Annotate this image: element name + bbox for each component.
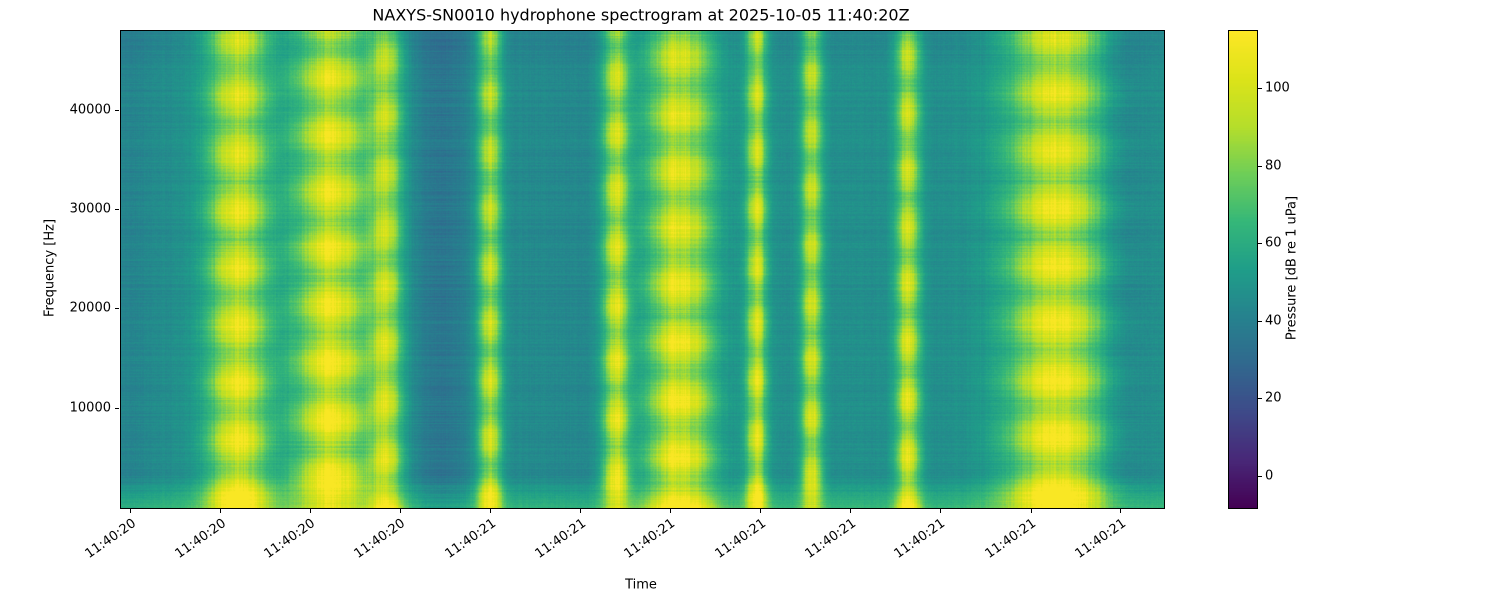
x-tick-label: 11:40:21 <box>982 516 1040 562</box>
y-tick-mark <box>115 308 119 310</box>
colorbar-tick-label: 60 <box>1265 235 1282 251</box>
colorbar-tick-mark <box>1258 88 1262 90</box>
x-tick-label: 11:40:21 <box>1072 516 1129 562</box>
x-tick-label: 11:40:20 <box>261 516 319 562</box>
y-tick-label: 20000 <box>69 300 111 316</box>
x-tick-mark <box>1120 509 1122 513</box>
x-tick-label: 11:40:21 <box>621 516 679 562</box>
x-tick-mark <box>130 509 132 513</box>
x-tick-label: 11:40:21 <box>442 516 499 562</box>
colorbar-tick-label: 20 <box>1265 390 1282 406</box>
x-tick-label: 11:40:21 <box>532 516 589 562</box>
x-tick-label: 11:40:21 <box>712 516 769 562</box>
x-tick-mark <box>490 509 492 513</box>
x-tick-label: 11:40:21 <box>802 516 859 562</box>
colorbar-tick-label: 40 <box>1265 313 1282 329</box>
y-tick-label: 40000 <box>69 102 111 117</box>
spectrogram-heatmap <box>120 30 1165 509</box>
x-tick-label: 11:40:21 <box>891 516 949 562</box>
y-tick-mark <box>115 208 119 210</box>
x-tick-mark <box>579 509 581 513</box>
x-axis-label: Time <box>625 577 657 593</box>
y-tick-label: 30000 <box>69 201 111 217</box>
x-tick-label: 11:40:20 <box>351 516 409 562</box>
y-tick-mark <box>115 407 119 409</box>
x-tick-mark <box>309 509 311 513</box>
colorbar-tick-mark <box>1258 243 1262 245</box>
x-tick-mark <box>220 509 222 513</box>
x-tick-mark <box>669 509 671 513</box>
x-tick-mark <box>760 509 762 513</box>
x-tick-label: 11:40:20 <box>172 516 229 562</box>
colorbar-tick-label: 100 <box>1265 80 1290 96</box>
chart-title: NAXYS-SN0010 hydrophone spectrogram at 2… <box>372 5 910 25</box>
colorbar-tick-mark <box>1258 320 1262 322</box>
x-tick-mark <box>399 509 401 513</box>
colorbar-tick-mark <box>1258 398 1262 400</box>
y-tick-mark <box>115 109 119 111</box>
colorbar-tick-label: 0 <box>1265 468 1274 484</box>
x-tick-mark <box>939 509 941 513</box>
x-tick-label: 11:40:20 <box>82 516 140 562</box>
colorbar-gradient <box>1228 30 1258 509</box>
colorbar-tick-label: 80 <box>1265 158 1282 174</box>
colorbar-tick-mark <box>1258 475 1262 477</box>
x-tick-mark <box>850 509 852 513</box>
y-axis-label: Frequency [Hz] <box>42 218 58 318</box>
colorbar-label: Pressure [dB re 1 uPa] <box>1284 195 1300 341</box>
colorbar-tick-mark <box>1258 165 1262 167</box>
y-tick-label: 10000 <box>69 400 111 416</box>
x-tick-mark <box>1030 509 1032 513</box>
